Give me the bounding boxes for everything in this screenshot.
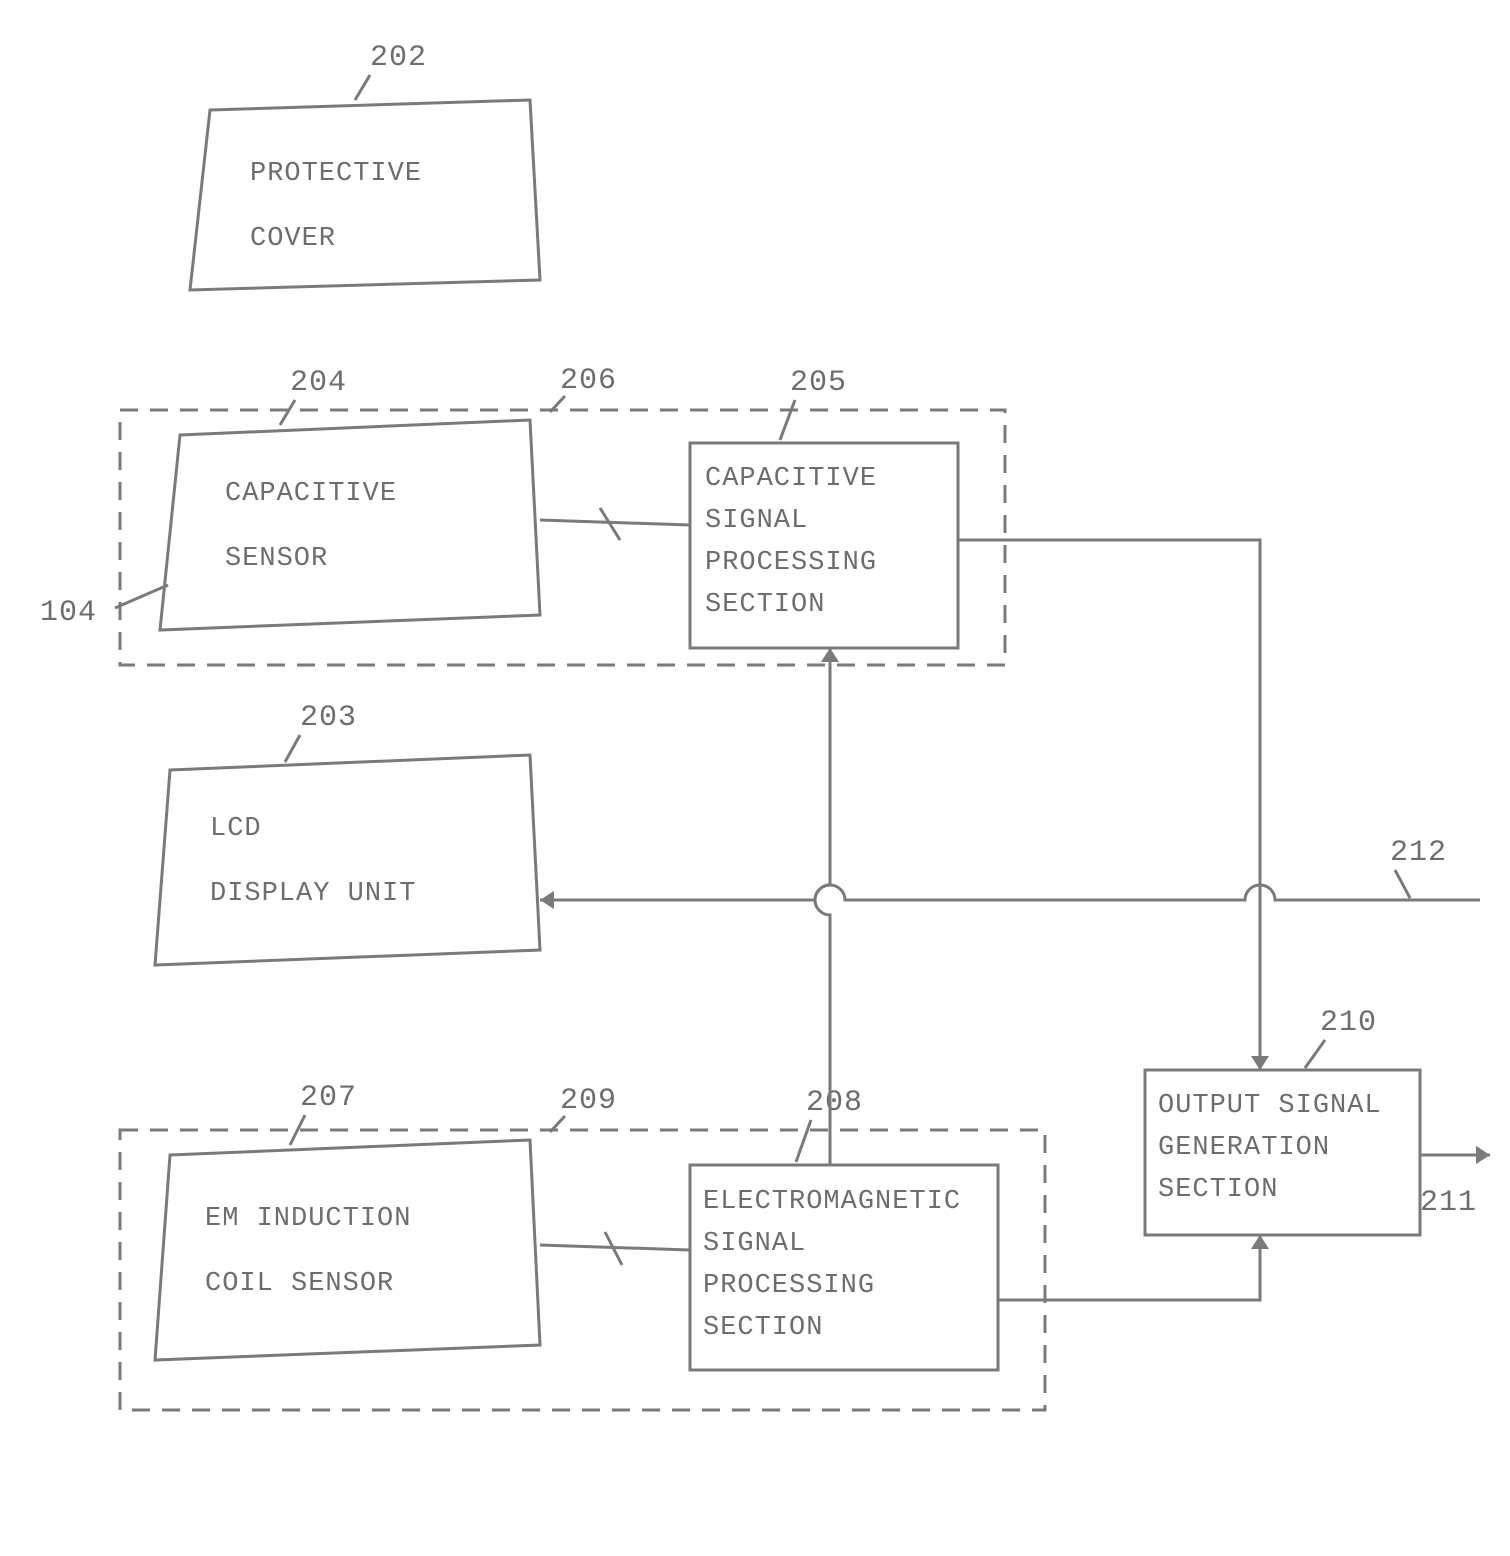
arrowhead [1251, 1235, 1269, 1249]
edge-cap-sensor-to-proc [540, 520, 690, 525]
ref-205: 205 [790, 366, 847, 400]
node-em_sensor-label: COIL SENSOR [205, 1269, 394, 1299]
node-lcd-label: DISPLAY UNIT [210, 879, 416, 909]
ref-104-leader [115, 585, 168, 608]
ref-104: 104 [40, 596, 97, 630]
arrowhead [1251, 1056, 1269, 1070]
node-em_sensor-label: EM INDUCTION [205, 1204, 411, 1234]
node-protective_cover-label: PROTECTIVE [250, 159, 422, 189]
node-cap_proc-label: CAPACITIVE [705, 464, 877, 494]
node-em_proc-label: PROCESSING [703, 1271, 875, 1301]
node-em_sensor [155, 1140, 540, 1360]
node-em_proc-label: SECTION [703, 1313, 823, 1343]
node-cap_proc-label: SECTION [705, 590, 825, 620]
edge-cap-proc-to-out [958, 540, 1260, 1070]
ref-203: 203 [300, 701, 357, 735]
node-cap_proc-label: PROCESSING [705, 548, 877, 578]
arrowhead [1476, 1146, 1490, 1164]
edge-em-proc-to-out [998, 1235, 1260, 1300]
ref-202: 202 [370, 41, 427, 75]
node-lcd [155, 755, 540, 965]
node-out_gen-label: GENERATION [1158, 1133, 1330, 1163]
node-protective_cover-label: COVER [250, 224, 336, 254]
arrowhead [540, 891, 554, 909]
node-out_gen-label: OUTPUT SIGNAL [1158, 1091, 1382, 1121]
ref-208: 208 [806, 1086, 863, 1120]
ref-209: 209 [560, 1084, 617, 1118]
node-out_gen-label: SECTION [1158, 1175, 1278, 1205]
ref-204: 204 [290, 366, 347, 400]
node-em_proc-label: ELECTROMAGNETIC [703, 1187, 961, 1217]
ref-tick-212 [1395, 870, 1410, 898]
edge-212 [540, 885, 1480, 900]
ref-tick-204 [280, 400, 295, 425]
ref-212: 212 [1390, 836, 1447, 870]
ref-tick-203 [285, 735, 300, 762]
ref-207: 207 [300, 1081, 357, 1115]
node-protective_cover [190, 100, 540, 290]
arrowhead [821, 648, 839, 662]
block-diagram: PROTECTIVE COVER 202 CAPACITIVE SENSOR 204 CAP… [0, 0, 1510, 1556]
ref-tick-202 [355, 75, 370, 100]
node-cap_proc-label: SIGNAL [705, 506, 808, 536]
ref-tick-205 [780, 400, 795, 440]
ref-211: 211 [1420, 1186, 1477, 1220]
ref-206: 206 [560, 364, 617, 398]
ref-210: 210 [1320, 1006, 1377, 1040]
node-capacitive_sensor-label: CAPACITIVE [225, 479, 397, 509]
node-lcd-label: LCD [210, 814, 262, 844]
node-em_proc-label: SIGNAL [703, 1229, 806, 1259]
node-capacitive_sensor [160, 420, 540, 630]
node-capacitive_sensor-label: SENSOR [225, 544, 328, 574]
ref-tick-208 [796, 1120, 811, 1162]
ref-tick-210 [1305, 1040, 1325, 1068]
